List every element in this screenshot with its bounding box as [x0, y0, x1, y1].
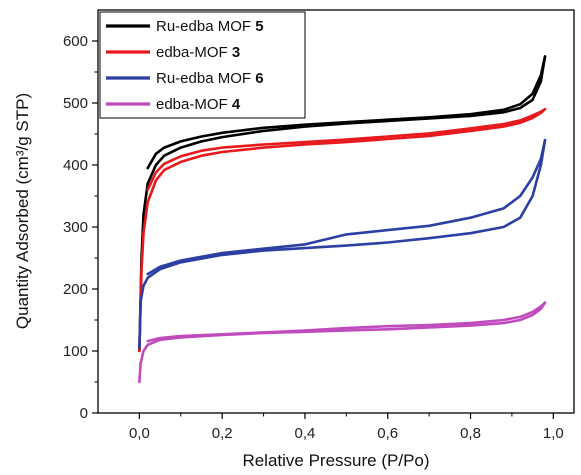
y-tick-label: 200: [63, 281, 88, 298]
ticks-layer: 0,0 0,2 0,4 0,6 0,8 1,0 0 100 200 300 400 500 600: [63, 33, 564, 442]
legend-label-2: edba-MOF 3: [156, 44, 240, 61]
y-tick-label: 100: [63, 343, 88, 360]
legend-items: Ru-edba MOF 5 edba-MOF 3 Ru-edba MOF 6 edba…: [106, 18, 264, 113]
x-tick-label: 0,8: [460, 425, 481, 442]
y-tick-label: 500: [63, 95, 88, 112]
plot-frame: [97, 9, 575, 414]
x-tick-label: 1,0: [543, 425, 564, 442]
legend-label-number: 5: [255, 18, 263, 35]
series-3-desorption-line: [146, 138, 547, 276]
x-tick-label: 0,2: [212, 425, 233, 442]
series-1-desorption-line: [146, 55, 547, 170]
legend-label-number: 6: [255, 70, 263, 87]
legend-label-1: Ru-edba MOF 5: [156, 18, 264, 35]
y-tick-label: 300: [63, 219, 88, 236]
legend-label-number: 3: [232, 44, 240, 61]
legend-label-4: edba-MOF 4: [156, 96, 241, 113]
legend-box: [99, 11, 306, 119]
legend: Ru-edba MOF 5 edba-MOF 3 Ru-edba MOF 6 edba…: [99, 11, 306, 119]
legend-label-3: Ru-edba MOF 6: [156, 70, 264, 87]
y-tick-label: 0: [80, 405, 88, 422]
y-axis-title: Quantity Adsorbed (cm³/g STP): [13, 93, 32, 329]
series-4-adsorption-line: [138, 301, 547, 384]
series-layer: [138, 55, 547, 384]
x-tick-label: 0,6: [377, 425, 398, 442]
x-tick-label: 0,4: [295, 425, 316, 442]
x-tick-label: 0,0: [129, 425, 150, 442]
series-2-adsorption-line: [138, 107, 547, 353]
x-axis-title: Relative Pressure (P/Po): [242, 451, 429, 470]
y-tick-label: 400: [63, 157, 88, 174]
series-4-desorption-line: [146, 301, 547, 343]
legend-label-number: 4: [232, 96, 241, 113]
series-2-desorption-line: [146, 107, 547, 192]
series-3-adsorption-line: [138, 138, 547, 350]
y-tick-label: 600: [63, 33, 88, 50]
series-1-adsorption-line: [138, 55, 547, 353]
